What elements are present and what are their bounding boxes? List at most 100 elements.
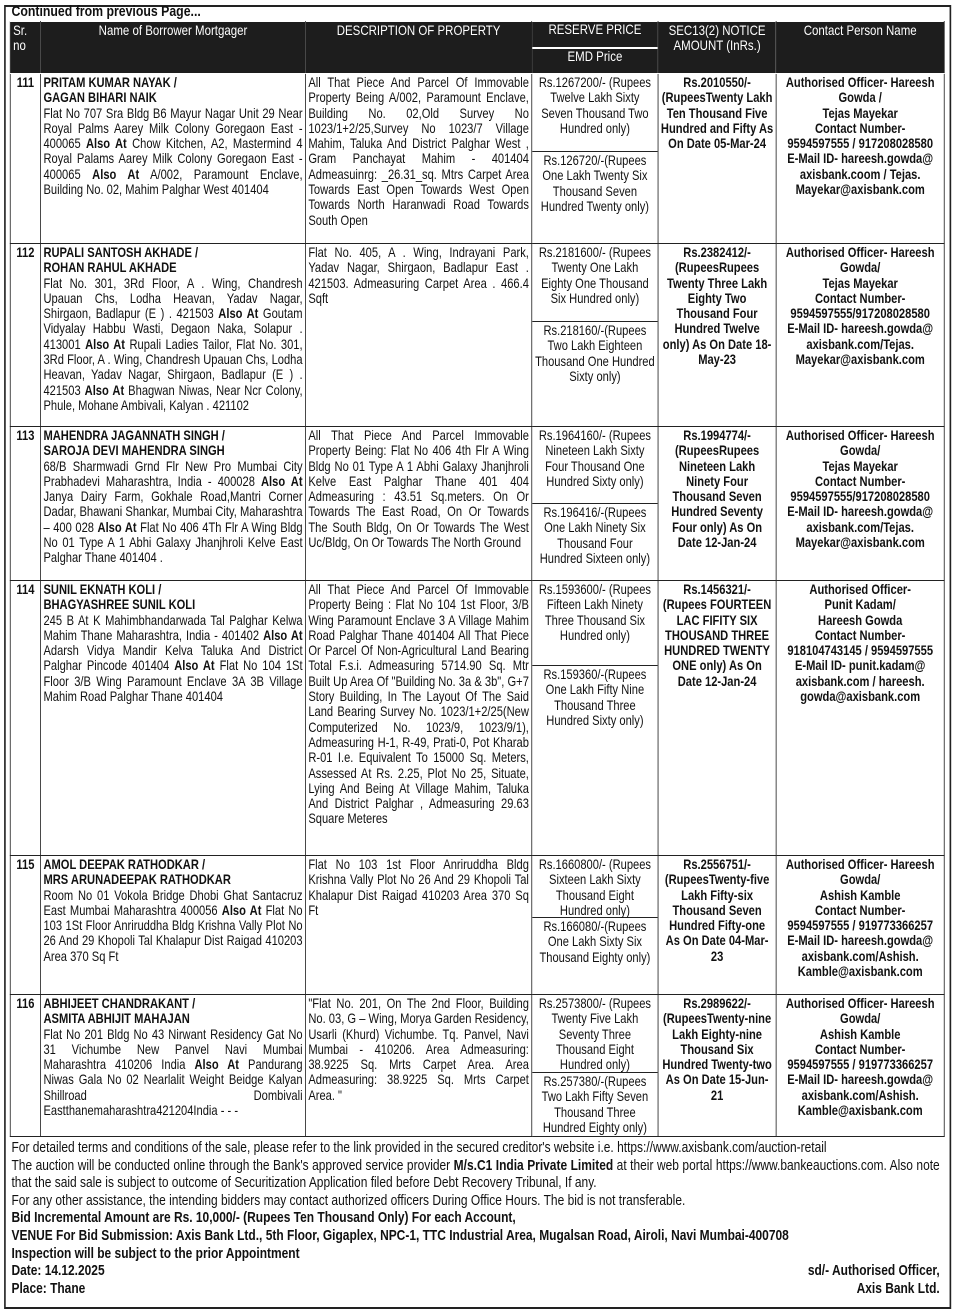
serial-number: 116 xyxy=(9,993,42,1138)
contact-line: Authorised Officer- Hareesh xyxy=(785,245,935,260)
terms-note: For detailed terms and conditions of the… xyxy=(11,1140,827,1156)
contact-line: gowda@axisbank.com xyxy=(800,689,921,705)
contact-line: Ashish Kamble xyxy=(819,1026,901,1042)
table-row: 112 RUPALI SANTOSH AKHADE / ROHAN RAHUL AK… xyxy=(9,243,945,427)
emd-price: Rs.166080/-(Rupees One Lakh Sixty Six Th… xyxy=(539,919,651,965)
notice-amount: Rs.1994774/- (RupeesRupees Nineteen Lakh… xyxy=(657,426,777,581)
emd-price: Rs.126720/-(Rupees One Lakh Twenty Six T… xyxy=(540,153,650,214)
borrower-address: Flat No. 301, 3Rd Floor, A . Wing, Chand… xyxy=(43,276,302,414)
contact-line: Kamble@axisbank.com xyxy=(797,964,923,980)
contact-cell: Authorised Officer- Hareesh Gowda / Tejas … xyxy=(775,73,945,244)
table-row: 116 ABHIJEET CHANDRAKANT / ASMITA ABHIJIT … xyxy=(9,993,945,1138)
also-at-label: Also At xyxy=(84,382,125,398)
inspection-note: Inspection will be subject to the prior … xyxy=(11,1245,300,1262)
contact-line: Gowda/ xyxy=(840,443,881,459)
also-at-label: Also At xyxy=(221,902,262,918)
contact-line: Authorised Officer- Hareesh xyxy=(785,857,935,872)
borrower-name: MRS ARUNADEEPAK RATHODKAR xyxy=(43,872,231,888)
property-description: "Flat No. 201, On The 2nd Floor, Buildin… xyxy=(308,996,529,1103)
assistance-note: For any other assistance, the intending … xyxy=(11,1192,686,1209)
contact-line: Mayekar@axisbank.com xyxy=(795,535,925,551)
address-text: Room No 01 Vokola Bridge Dhobi Ghat Sant… xyxy=(43,887,303,918)
price-cell: Rs.1964160/- (Rupees Nineteen Lakh Sixty… xyxy=(531,426,659,581)
reserve-price: Rs.2181600/- (Rupees Twenty One Lakh Eig… xyxy=(532,245,658,322)
contact-line: axisbank.com/Ashish. xyxy=(801,948,919,964)
table-row: 114 SUNIL EKNATH KOLI / BHAGYASHREE SUNIL … xyxy=(9,580,945,856)
contact-line: axisbank.com/Ashish. xyxy=(801,1087,919,1103)
property-description: All That Piece And Parcel Of Immovable P… xyxy=(308,75,529,228)
price-cell: Rs.2573800/- (Rupees Twenty Five Lakh Se… xyxy=(531,993,659,1138)
borrower-address: 68/B Sharmwadi Grnd Flr New Pro Mumbai C… xyxy=(43,459,302,566)
borrower-cell: MAHENDRA JAGANNATH SINGH / SAROJA DEVI MA… xyxy=(40,426,306,581)
address-text: Flat No 406 4Th Flr A Wing Bldg No 01 Ty… xyxy=(43,519,303,566)
borrower-name: SAROJA DEVI MAHENDRA SINGH xyxy=(43,443,225,459)
auction-note: The auction will be conducted online thr… xyxy=(11,1158,939,1193)
emd-price: Rs.196416/-(Rupees One Lakh Ninety Six T… xyxy=(539,505,651,566)
property-description: All That Piece And Parcel Immovable Prop… xyxy=(308,428,529,551)
contact-line: Hareesh Gowda xyxy=(818,612,903,628)
description-cell: Flat No. 405, A . Wing, Indrayani Park, … xyxy=(305,243,533,427)
also-at-label: Also At xyxy=(85,136,127,152)
address-text: Chow Kitchen, A2, Mastermind 4 Royal Pal… xyxy=(43,136,303,182)
property-description: Flat No. 405, A . Wing, Indrayani Park, … xyxy=(308,245,529,306)
col-emd: EMD Price xyxy=(532,46,658,73)
contact-line: E-Mail ID- hareesh.gowda@ xyxy=(787,151,934,167)
contact-line: Gowda / xyxy=(838,90,882,106)
borrower-name: RUPALI SANTOSH AKHADE / xyxy=(43,245,199,260)
contact-line: E-Mail ID- hareesh.gowda@ xyxy=(787,504,934,520)
contact-line: E-Mail ID- hareesh.gowda@ xyxy=(787,1072,934,1088)
col-sr: Sr. no xyxy=(9,21,42,74)
borrower-address: Flat No 707 Sra Bldg B6 Mayur Nagar Unit… xyxy=(43,106,302,198)
contact-line: Contact Number- xyxy=(814,902,906,918)
serial-number: 114 xyxy=(9,580,42,856)
borrower-name: BHAGYASHREE SUNIL KOLI xyxy=(43,597,196,613)
reserve-price: Rs.1593600/- (Rupees Fifteen Lakh Ninety… xyxy=(532,582,658,666)
serial-number: 113 xyxy=(9,426,42,581)
contact-line: Gowda/ xyxy=(840,872,881,888)
borrower-name: ROHAN RAHUL AKHADE xyxy=(43,260,177,276)
col-reserve-emd: RESERVE PRICE EMD Price xyxy=(531,21,659,74)
contact-line: axisbank.com/Tejas. xyxy=(806,336,914,352)
contact-line: 9594597555 / 919773366257 xyxy=(787,1057,934,1073)
serial-number: 112 xyxy=(9,243,42,427)
reserve-price: Rs.2573800/- (Rupees Twenty Five Lakh Se… xyxy=(532,996,658,1073)
contact-line: Tejas Mayekar xyxy=(822,105,898,121)
address-text: Flat No 707 Sra Bldg B6 Mayur Nagar Unit… xyxy=(43,105,303,152)
contact-cell: Authorised Officer- Hareesh Gowda/Ashish … xyxy=(775,855,945,995)
borrower-name: GAGAN BIHARI NAIK xyxy=(43,90,157,106)
notice-amount: Rs.2989622/- (RupeesTwenty-nine Lakh Eig… xyxy=(657,993,777,1138)
auction-provider: M/s.C1 India Private Limited xyxy=(453,1157,614,1174)
contact-line: 9594597555 / 919773366257 xyxy=(787,918,934,934)
contact-line: Contact Number- xyxy=(814,473,906,489)
col-description: DESCRIPTION OF PROPERTY xyxy=(305,21,533,74)
contact-cell: Authorised Officer- Hareesh Gowda/Ashish … xyxy=(775,993,945,1138)
emd-price: Rs.159360/-(Rupees One Lakh Fifty Nine T… xyxy=(543,667,647,728)
notice-amount: Rs.2556751/- (RupeesTwenty-five Lakh Fif… xyxy=(657,855,777,995)
table-header: Sr. no Name of Borrower Mortgager DESCRI… xyxy=(9,21,945,74)
contact-line: 9594597555/917208028580 xyxy=(790,489,930,505)
contact-line: Punit Kadam/ xyxy=(824,597,896,613)
contact-line: Authorised Officer- xyxy=(809,582,911,597)
address-text: Flat No 201 Bldg No 43 Nirwant Residency… xyxy=(43,1026,303,1073)
contact-line: Gowda/ xyxy=(840,260,881,276)
also-at-label: Also At xyxy=(97,519,137,535)
borrower-address: Room No 01 Vokola Bridge Dhobi Ghat Sant… xyxy=(43,888,302,964)
bank-name: Axis Bank Ltd. xyxy=(856,1280,940,1297)
auction-text: The auction will be conducted online thr… xyxy=(11,1157,454,1174)
venue-note: VENUE For Bid Submission: Axis Bank Ltd.… xyxy=(11,1227,789,1244)
contact-line: Authorised Officer- Hareesh xyxy=(785,996,935,1011)
notice-amount: Rs.1456321/- (Rupees FOURTEEN LAC FIFITY… xyxy=(657,580,777,856)
address-text: A/002, Paramount Enclave, Building No. 0… xyxy=(43,166,303,198)
borrower-cell: RUPALI SANTOSH AKHADE / ROHAN RAHUL AKHAD… xyxy=(40,243,306,427)
contact-line: E-Mail ID- hareesh.gowda@ xyxy=(787,933,934,949)
borrower-name: AMOL DEEPAK RATHODKAR / xyxy=(43,857,206,872)
price-cell: Rs.1660800/- (Rupees Sixteen Lakh Sixty … xyxy=(531,855,659,995)
contact-line: Kamble@axisbank.com xyxy=(797,1103,923,1119)
borrower-cell: ABHIJEET CHANDRAKANT / ASMITA ABHIJIT MAH… xyxy=(40,993,306,1138)
contact-line: axisbank.com/Tejas. xyxy=(806,519,914,535)
table-row: 111 PRITAM KUMAR NAYAK / GAGAN BIHARI NAIK… xyxy=(9,73,945,244)
property-description: Flat No 103 1st Floor Anriruddha Bldg Kr… xyxy=(308,857,529,918)
contact-line: Tejas Mayekar xyxy=(822,275,898,291)
also-at-label: Also At xyxy=(85,336,126,352)
notice-amount: Rs.2010550/- (RupeesTwenty Lakh Ten Thou… xyxy=(657,73,777,244)
